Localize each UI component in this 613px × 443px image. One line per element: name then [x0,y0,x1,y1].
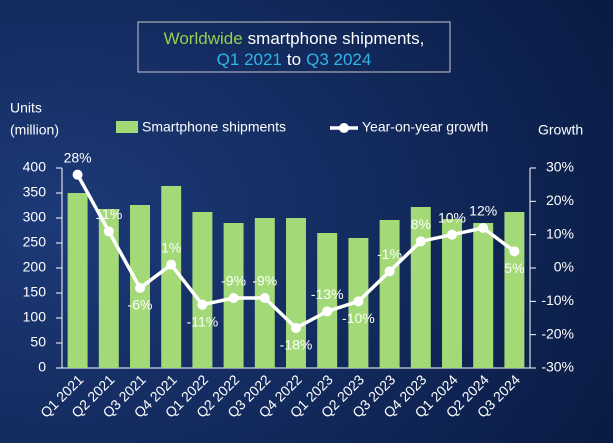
line-point [353,296,364,307]
line-point [291,323,301,333]
title-part: smartphone shipments, [248,29,425,48]
data-label: -18% [280,337,313,353]
y2-tick-label: 10% [546,225,574,241]
y-tick-label: 250 [23,234,47,250]
y-tick-label: 350 [23,184,47,200]
data-label: -10% [342,310,375,326]
legend-label: Year-on-year growth [362,119,488,135]
data-label: -6% [128,297,153,313]
y2-tick-label: -10% [541,292,574,308]
title-box [137,21,451,73]
y-axis-label: Units [10,100,42,116]
bar [504,212,525,368]
line-point [197,299,208,310]
data-label: 8% [411,216,431,232]
y2-tick-label: 30% [546,159,574,175]
y-tick-label: 400 [23,159,47,175]
line-point [415,236,426,247]
data-label: 5% [504,260,524,276]
bar [473,223,494,368]
bar [442,219,462,368]
data-label: 1% [161,239,181,255]
bar [286,218,306,368]
y-tick-label: 150 [23,284,47,300]
data-label: 10% [438,209,466,225]
legend-swatch [339,123,349,133]
line-point [103,226,114,237]
legend-swatch [116,121,138,133]
chart-title: Worldwide smartphone shipments, [164,29,425,48]
y-tick-label: 50 [30,334,46,350]
y-axis-label: (million) [10,122,59,138]
chart-subtitle: Q1 2021 to Q3 2024 [217,50,372,69]
line-point [228,293,239,303]
data-label: 28% [64,149,92,165]
line-point [447,229,457,240]
y-tick-label: 200 [23,259,47,275]
line-point [166,259,177,270]
y-tick-label: 0 [38,359,46,375]
data-label: -13% [311,286,344,302]
y2-axis-label: Growth [538,122,583,138]
data-label: -9% [252,273,277,289]
title-part: to [287,50,301,69]
bar [317,233,338,368]
title-part: Q1 2021 [217,50,282,69]
bar [98,209,119,368]
bar [192,212,213,368]
legend-label: Smartphone shipments [142,119,286,135]
data-label: -9% [221,273,246,289]
line-point [259,293,270,303]
title-part: Q3 2024 [306,50,371,69]
bar [379,220,400,368]
line-point [384,266,395,277]
y2-tick-label: -30% [541,359,574,375]
y2-tick-label: 0% [554,259,574,275]
data-label: 12% [469,203,497,219]
y-tick-label: 300 [23,209,47,225]
line-point [478,223,489,233]
data-label: -1% [377,246,402,262]
line-point [72,169,83,180]
y2-tick-label: -20% [541,325,574,341]
line-point [135,283,145,293]
data-label: -11% [187,313,219,329]
y-tick-label: 100 [23,309,47,325]
line-point [509,246,520,257]
line-point [322,306,333,317]
y2-tick-label: 20% [546,192,574,208]
bar [161,186,182,368]
title-part: Worldwide [164,29,243,48]
bar [67,193,88,368]
data-label: 11% [95,206,122,222]
